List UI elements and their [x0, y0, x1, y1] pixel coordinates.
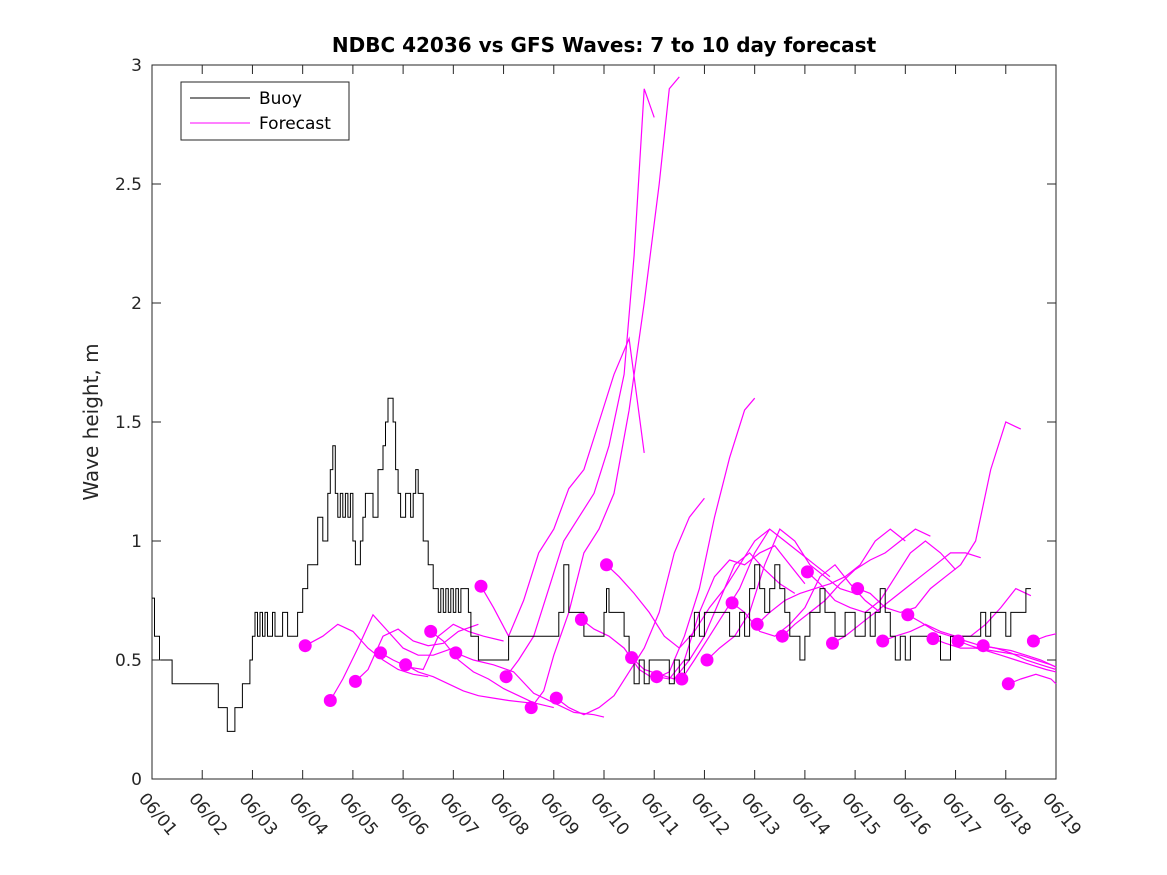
forecast-line-28	[983, 645, 1057, 671]
forecast-line-1	[304, 623, 429, 678]
plot-area	[151, 64, 1057, 780]
forecast-line-9	[505, 88, 655, 678]
forecast-marker-16	[675, 672, 689, 686]
forecast-marker-18	[725, 596, 739, 610]
y-tick-label: 1.5	[115, 413, 142, 433]
y-tick-label: 2.5	[115, 175, 142, 195]
forecast-line-11	[555, 497, 705, 716]
forecast-marker-17	[700, 653, 714, 667]
forecast-marker-2	[323, 694, 337, 707]
forecast-marker-28	[976, 639, 990, 653]
forecast-line-3	[354, 623, 479, 682]
forecast-marker-27	[951, 634, 965, 648]
y-tick-label: 0	[131, 770, 142, 790]
forecast-marker-19	[750, 617, 764, 631]
forecast-line-7	[455, 652, 605, 718]
forecast-marker-12	[574, 613, 588, 626]
legend-buoy-label: Buoy	[259, 89, 302, 109]
buoy-line-group	[152, 397, 1031, 732]
forecast-marker-29	[1001, 677, 1015, 691]
forecast-line-5	[405, 664, 529, 704]
forecast-marker-5	[399, 658, 413, 672]
y-tick-label: 1	[131, 532, 142, 552]
forecast-line-23	[857, 421, 1022, 614]
forecast-marker-1	[298, 639, 312, 653]
forecast-marker-7	[449, 646, 463, 660]
forecast-line-20	[781, 528, 931, 637]
forecast-marker-4	[374, 646, 387, 660]
forecast-line-13	[606, 528, 771, 649]
forecast-line-6	[430, 630, 554, 709]
forecast-line-2	[329, 613, 454, 701]
forecast-marker-11	[549, 691, 563, 705]
forecast-markers	[298, 558, 1040, 715]
forecast-line-10	[530, 76, 680, 708]
legend: Buoy Forecast	[180, 81, 350, 141]
forecast-line-4	[380, 623, 504, 671]
forecast-line-17	[706, 528, 856, 661]
forecast-marker-14	[625, 651, 639, 665]
forecast-marker-3	[348, 674, 362, 688]
forecast-marker-24	[876, 634, 890, 648]
forecast-marker-25	[901, 608, 915, 622]
forecast-marker-22	[826, 636, 839, 650]
legend-box	[180, 81, 350, 141]
forecast-line-19	[756, 528, 906, 625]
forecast-marker-8	[474, 579, 488, 593]
forecast-marker-9	[499, 670, 513, 684]
forecast-line-29	[1008, 673, 1057, 685]
y-axis: 0 0.5 1 1.5 2 2.5 3	[115, 56, 1056, 790]
forecast-marker-13	[600, 558, 613, 572]
forecast-marker-10	[524, 701, 538, 715]
y-tick-label: 0.5	[115, 651, 142, 671]
legend-forecast-label: Forecast	[259, 114, 331, 134]
y-tick-label: 2	[131, 294, 142, 314]
forecast-line-26	[932, 638, 1057, 668]
forecast-marker-6	[424, 624, 438, 638]
forecast-marker-23	[851, 582, 865, 596]
y-axis-label: Wave height, m	[79, 343, 103, 500]
forecast-marker-15	[650, 670, 664, 684]
forecast-marker-20	[775, 629, 789, 643]
forecast-line-8	[480, 336, 645, 638]
forecast-marker-21	[800, 565, 814, 579]
forecast-line-27	[957, 640, 1057, 673]
forecast-marker-30	[1026, 634, 1040, 648]
chart-title: NDBC 42036 vs GFS Waves: 7 to 10 day for…	[332, 33, 877, 57]
forecast-lines	[304, 76, 1057, 718]
forecast-marker-26	[926, 632, 940, 646]
y-tick-label: 3	[131, 56, 142, 76]
buoy-line	[152, 397, 1031, 732]
